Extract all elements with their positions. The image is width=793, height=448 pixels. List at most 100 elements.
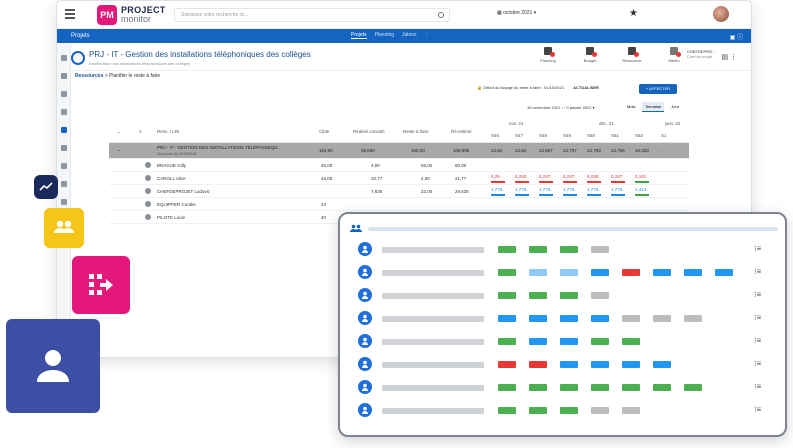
tab-projets[interactable]: Projets (351, 32, 367, 39)
cell-week[interactable]: 0,181 (635, 174, 647, 179)
more-icon[interactable]: ⋮ (424, 32, 430, 38)
workload-cell[interactable] (653, 361, 671, 368)
workload-cell[interactable] (622, 269, 640, 276)
cell-week[interactable]: 0,227 (611, 174, 623, 179)
project-menu-icon[interactable]: ▤ ⋮ (721, 54, 737, 61)
workload-cell[interactable] (529, 315, 547, 322)
list-item[interactable]: ⁝≡ (340, 378, 785, 398)
col-reste[interactable]: Reste à faire (403, 129, 429, 134)
workload-cell[interactable] (529, 292, 547, 299)
workload-cell[interactable] (591, 384, 609, 391)
total-row[interactable]: ⌄ PRJ - IT - GESTION DES INSTALLATIONS T… (109, 143, 689, 159)
workload-cell[interactable] (622, 338, 640, 345)
workload-cell[interactable] (591, 246, 609, 253)
sidebar-settings-icon[interactable] (60, 199, 67, 205)
view-jour[interactable]: Jour (671, 104, 680, 109)
workload-cell[interactable] (529, 361, 547, 368)
col-resource[interactable]: Ress. / LRI (157, 129, 180, 134)
sidebar-tree-icon[interactable] (60, 109, 67, 115)
table-row[interactable]: EQUIPPER Coralie 24 (109, 198, 689, 211)
workload-cell[interactable] (498, 315, 516, 322)
view-mois[interactable]: Mois (627, 104, 636, 109)
row-menu-icon[interactable]: ⁝≡ (754, 267, 762, 276)
workload-cell[interactable] (560, 407, 578, 414)
cell-reste[interactable]: 2,00 (421, 176, 430, 181)
workload-cell[interactable] (498, 384, 516, 391)
workload-cell[interactable] (560, 315, 578, 322)
workload-cell[interactable] (591, 315, 609, 322)
table-row[interactable]: CAROLL Alice 45,00 10,77 2,00 21,77 6,25 8,293… (109, 172, 689, 185)
table-row[interactable]: CHEFDEPROJET Ludovic 7,635 22,00 29,635 1,77… (109, 185, 689, 198)
cell-week[interactable]: 1,775 (491, 187, 503, 192)
row-menu-icon[interactable]: ⁝≡ (754, 359, 762, 368)
view-semaine[interactable]: Semaine (642, 102, 665, 112)
tab-jalons[interactable]: Jalons (402, 32, 417, 38)
meteo-button[interactable]: Météo (659, 47, 689, 63)
chat-icon[interactable]: ▣ ⓘ (729, 35, 743, 41)
cell-week[interactable]: 1,775 (515, 187, 527, 192)
date-range[interactable]: 15 novembre 2021 ‹ › 9 janvier 2022 ▾ (527, 105, 595, 110)
cell-week[interactable]: 1,775 (587, 187, 599, 192)
workload-cell[interactable] (591, 407, 609, 414)
list-item[interactable]: ⁝≡ (340, 263, 785, 283)
col-realise[interactable]: Réalisé consolé (353, 129, 385, 134)
workload-cell[interactable] (560, 384, 578, 391)
workload-cell[interactable] (622, 384, 640, 391)
search-icon[interactable] (438, 12, 444, 18)
workload-cell[interactable] (529, 246, 547, 253)
sidebar-chart-icon[interactable] (60, 163, 67, 169)
project-owner[interactable]: CHEFDEPRO... Chef de projet (687, 49, 716, 59)
workload-cell[interactable] (529, 384, 547, 391)
row-menu-icon[interactable]: ⁝≡ (754, 290, 762, 299)
cell-reste[interactable]: 56,00 (421, 163, 433, 168)
list-item[interactable]: ⁝≡ (340, 309, 785, 329)
row-menu-icon[interactable]: ⁝≡ (754, 244, 762, 253)
menu-icon[interactable] (65, 9, 75, 19)
breadcrumb-root[interactable]: Ressources (75, 73, 104, 79)
page-title[interactable]: PRJ - IT - Gestion des installations tél… (89, 50, 311, 59)
sidebar-doc-icon[interactable] (60, 181, 67, 187)
cell-week[interactable]: 8,237 (563, 174, 575, 179)
planning-button[interactable]: Planning (533, 47, 563, 63)
workload-cell[interactable] (560, 338, 578, 345)
tab-planning[interactable]: Planning (374, 32, 395, 38)
workload-cell[interactable] (591, 361, 609, 368)
filter-icon[interactable]: ≡ (139, 129, 142, 134)
row-menu-icon[interactable]: ⁝≡ (754, 313, 762, 322)
col-reestime[interactable]: Ré-estimé (451, 129, 472, 134)
cell-week[interactable]: 8,038 (587, 174, 599, 179)
workload-cell[interactable] (715, 269, 733, 276)
workload-cell[interactable] (684, 384, 702, 391)
actualiser-button[interactable]: ACTUALISER (573, 85, 599, 90)
sidebar-calendar-icon[interactable] (60, 91, 67, 97)
list-item[interactable]: ⁝≡ (340, 240, 785, 260)
cell-week[interactable]: 8,237 (539, 174, 551, 179)
row-menu-icon[interactable]: ⁝≡ (754, 382, 762, 391)
workload-cell[interactable] (591, 338, 609, 345)
budget-button[interactable]: Budget (575, 47, 605, 63)
workload-cell[interactable] (560, 361, 578, 368)
workload-cell[interactable] (498, 246, 516, 253)
workload-cell[interactable] (653, 384, 671, 391)
cell-reste[interactable]: 22,00 (421, 189, 433, 194)
workload-cell[interactable] (529, 269, 547, 276)
workload-cell[interactable] (529, 407, 547, 414)
list-item[interactable]: ⁝≡ (340, 401, 785, 421)
workload-cell[interactable] (653, 269, 671, 276)
cell-week[interactable]: 1,775 (611, 187, 623, 192)
date-picker[interactable]: ▦ octobre 2021 ▾ (497, 10, 536, 16)
workload-cell[interactable] (498, 292, 516, 299)
workload-cell[interactable] (684, 315, 702, 322)
cell-week[interactable]: 6,25 (491, 174, 500, 179)
sidebar-edit-icon[interactable] (60, 145, 67, 151)
cell-week[interactable]: 1,775 (539, 187, 551, 192)
workload-cell[interactable] (529, 338, 547, 345)
avatar[interactable] (713, 6, 729, 22)
workload-cell[interactable] (498, 361, 516, 368)
search-input[interactable]: Saisissez votre recherche ici... (174, 8, 450, 22)
workload-cell[interactable] (560, 269, 578, 276)
workload-cell[interactable] (591, 269, 609, 276)
sidebar-home-icon[interactable] (60, 55, 67, 61)
row-menu-icon[interactable]: ⁝≡ (754, 336, 762, 345)
sidebar-users-icon[interactable] (60, 127, 67, 133)
